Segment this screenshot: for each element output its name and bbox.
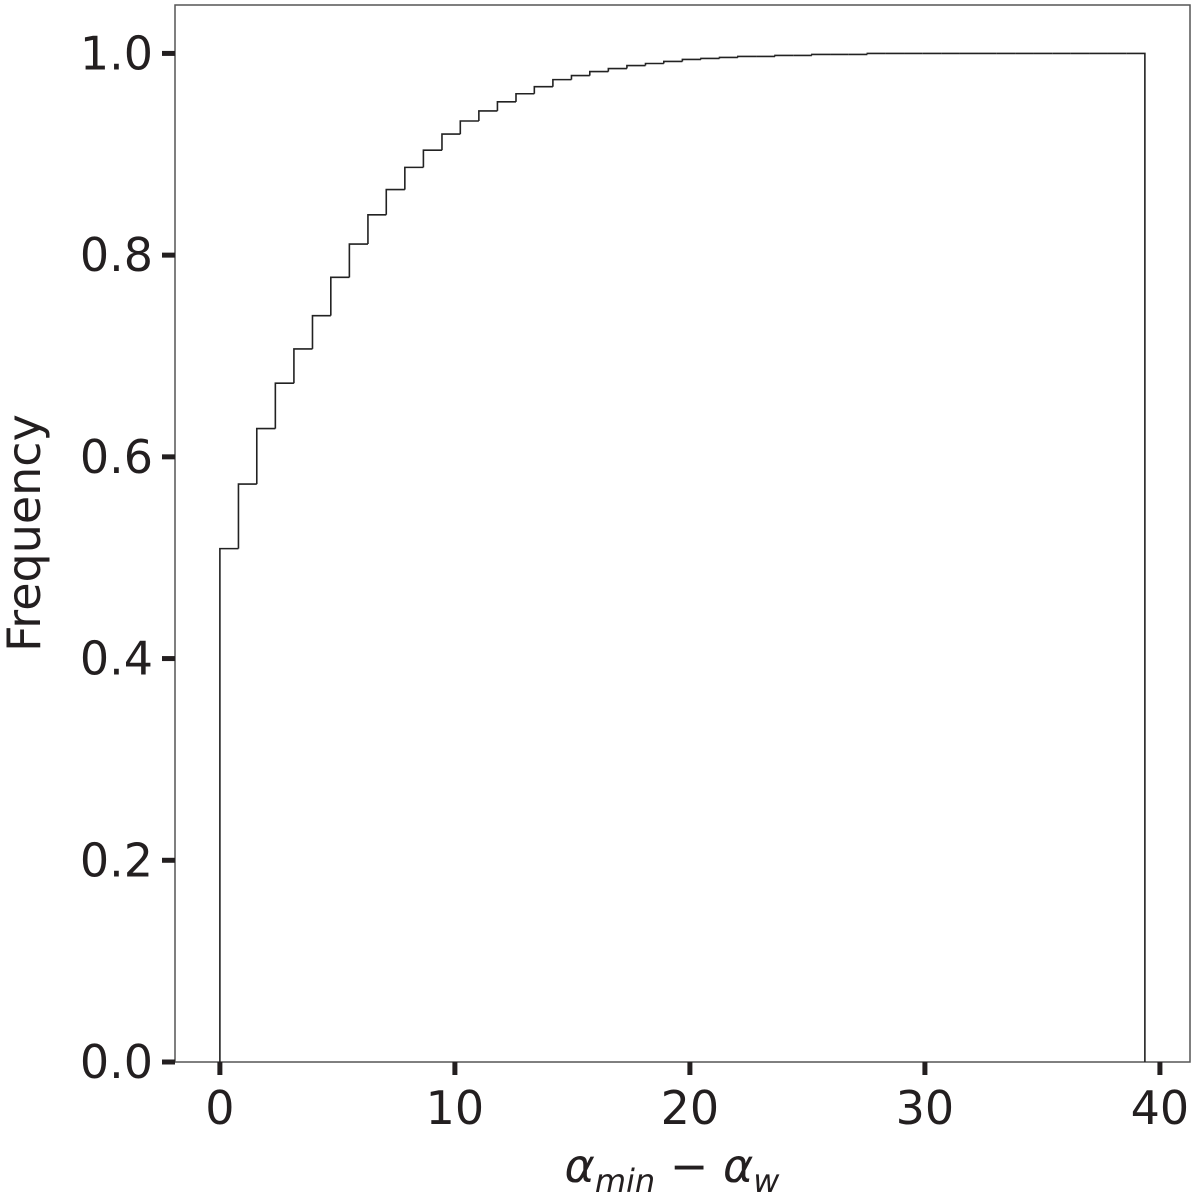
histogram-step <box>533 85 553 94</box>
histogram-step <box>570 74 590 80</box>
histogram-step <box>255 427 276 485</box>
histogram-step <box>644 62 664 66</box>
histogram-step <box>718 56 738 59</box>
x-tick-label: 0 <box>205 1081 234 1135</box>
histogram-step <box>552 78 572 87</box>
histogram-step <box>422 149 442 168</box>
histogram-step <box>385 188 405 215</box>
histogram-step <box>478 110 498 121</box>
histogram-step <box>681 58 701 62</box>
histogram-step <box>348 243 368 278</box>
histogram-step <box>588 70 609 76</box>
histogram-step <box>311 314 331 349</box>
histogram-step <box>274 382 294 429</box>
histogram-step <box>866 52 886 55</box>
histogram-step <box>496 101 516 111</box>
x-tick-label: 40 <box>1131 1081 1190 1135</box>
histogram-step <box>237 483 257 549</box>
y-tick-label: 0.8 <box>80 228 153 282</box>
x-label-sub: min <box>595 1162 655 1200</box>
histogram-step <box>330 276 350 316</box>
histogram-step <box>737 55 757 58</box>
x-label-part: − α <box>655 1139 753 1193</box>
y-tick-label: 1.0 <box>80 26 153 80</box>
x-label-sub: w <box>753 1162 780 1200</box>
histogram-step <box>700 57 720 60</box>
histogram-step <box>459 120 479 135</box>
histogram-step <box>663 60 683 64</box>
histogram-step <box>219 547 239 1062</box>
histogram-step <box>774 54 794 57</box>
histogram-step <box>1126 52 1146 1062</box>
histogram-step <box>293 348 313 384</box>
histogram-step <box>811 53 831 56</box>
y-tick-label: 0.4 <box>80 632 153 686</box>
histogram-step <box>404 166 424 190</box>
histogram-step <box>626 64 646 69</box>
histogram-step <box>367 213 387 245</box>
histogram-step <box>441 133 461 151</box>
x-tick-label: 20 <box>661 1081 720 1135</box>
histogram-step <box>515 92 535 102</box>
plot-frame <box>174 4 1191 1063</box>
y-tick-label: 0.6 <box>80 430 153 484</box>
x-label-part: α <box>565 1139 595 1193</box>
y-tick-label: 0.2 <box>80 833 153 887</box>
x-tick-label: 10 <box>426 1081 485 1135</box>
x-tick-label: 30 <box>896 1081 955 1135</box>
histogram-step <box>607 67 627 72</box>
y-axis-label: Frequency <box>0 414 51 652</box>
y-tick-label: 0.0 <box>80 1035 153 1089</box>
x-axis-label: αmin − αw <box>565 1139 781 1200</box>
